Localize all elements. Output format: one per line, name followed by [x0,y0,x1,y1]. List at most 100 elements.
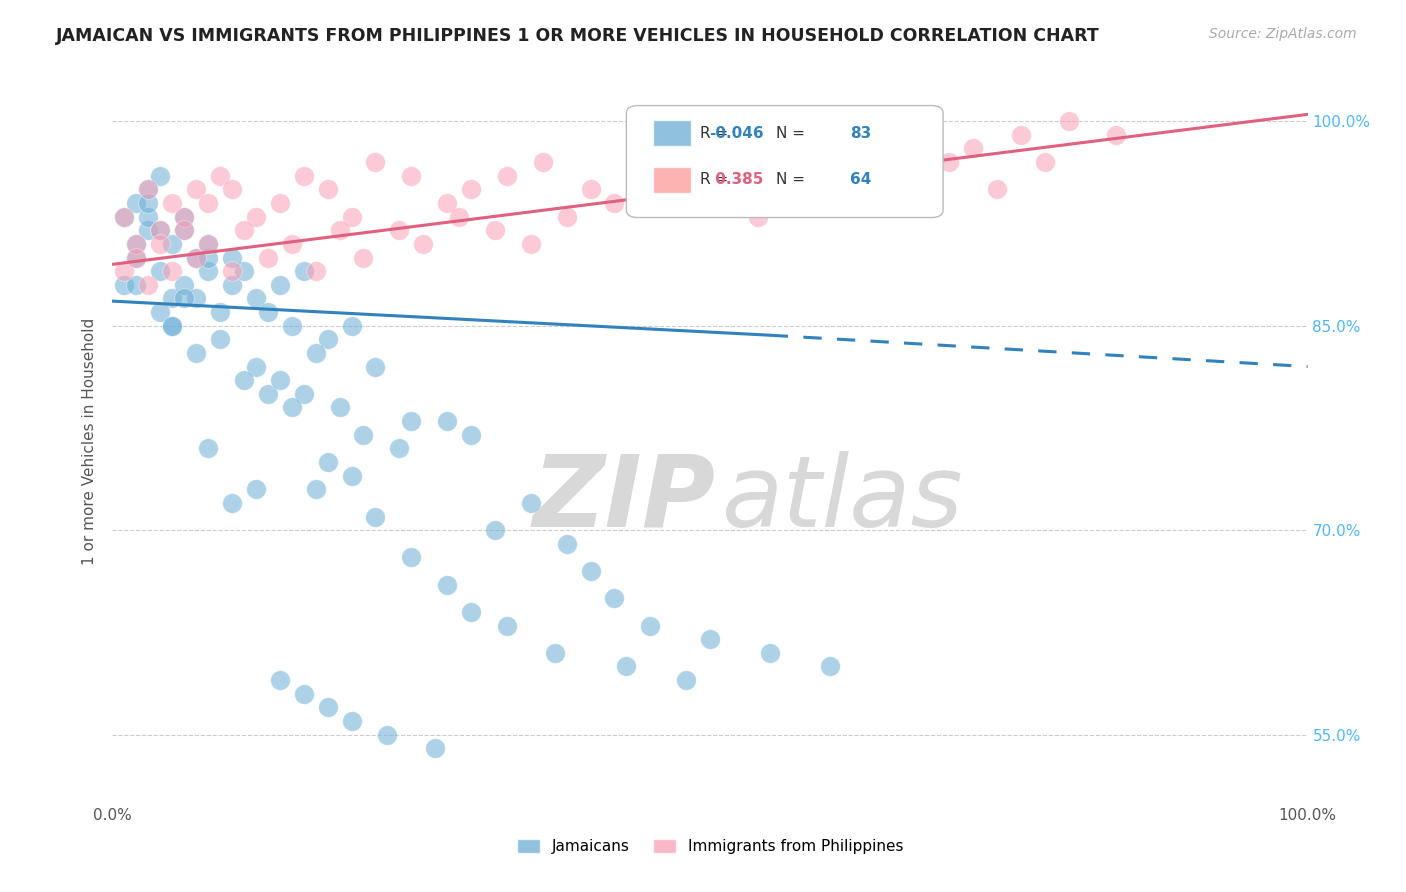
Point [292,687,315,701]
Point [436,414,458,428]
Point [364,155,387,169]
Point [1033,155,1056,169]
Point [257,305,280,319]
Point [316,182,339,196]
Point [149,236,172,251]
Point [723,155,745,169]
Point [292,387,315,401]
Point [794,182,817,196]
Text: ZIP: ZIP [533,450,716,548]
Point [281,318,304,333]
Point [233,264,256,278]
Point [114,210,135,224]
Point [352,251,374,265]
Point [233,223,256,237]
Point [352,427,374,442]
Point [149,305,172,319]
Point [149,223,172,237]
Point [138,182,160,196]
Point [209,305,232,319]
Point [627,169,650,183]
Point [138,196,160,211]
Point [138,210,160,224]
Point [269,373,291,387]
Point [699,632,721,647]
Point [125,196,148,211]
Point [125,236,148,251]
Point [388,223,411,237]
Point [962,141,984,155]
Point [114,264,135,278]
Point [340,318,363,333]
Point [543,646,565,660]
Point [616,659,638,673]
Point [162,196,183,211]
Point [149,264,172,278]
Point [460,427,482,442]
Point [770,141,793,155]
Point [401,169,423,183]
Point [484,523,506,537]
Text: 83: 83 [851,126,872,141]
FancyBboxPatch shape [652,120,690,146]
Point [675,673,697,687]
Point [173,223,195,237]
Point [436,196,458,211]
Point [197,264,219,278]
Point [329,223,352,237]
Point [269,196,291,211]
Point [138,182,160,196]
Point [818,659,841,673]
Point [281,236,304,251]
Point [879,196,901,211]
Point [162,318,183,333]
Point [496,618,519,632]
Point [484,223,506,237]
Point [316,455,339,469]
Point [460,182,482,196]
Text: -0.046: -0.046 [709,126,763,141]
Y-axis label: 1 or more Vehicles in Household: 1 or more Vehicles in Household [82,318,97,566]
Point [162,264,183,278]
Point [186,251,208,265]
Point [173,210,195,224]
Text: 64: 64 [851,172,872,187]
Point [125,277,148,292]
Point [245,359,267,374]
Text: 0.385: 0.385 [710,172,763,187]
Point [699,169,721,183]
Point [1057,114,1080,128]
Point [520,236,543,251]
Point [866,141,889,155]
Text: R =: R = [700,126,734,141]
Point [447,210,470,224]
Point [221,496,243,510]
Point [149,223,172,237]
Legend: Jamaicans, Immigrants from Philippines: Jamaicans, Immigrants from Philippines [510,833,910,860]
Point [340,468,363,483]
Point [986,182,1008,196]
Point [186,182,208,196]
Text: JAMAICAN VS IMMIGRANTS FROM PHILIPPINES 1 OR MORE VEHICLES IN HOUSEHOLD CORRELAT: JAMAICAN VS IMMIGRANTS FROM PHILIPPINES … [56,27,1099,45]
Point [842,169,865,183]
Point [436,577,458,591]
Point [162,292,183,306]
Point [520,496,543,510]
Text: R =: R = [700,172,734,187]
Point [114,277,135,292]
Point [316,700,339,714]
Text: N =: N = [776,126,810,141]
Point [125,236,148,251]
Point [603,196,626,211]
Point [269,673,291,687]
Point [186,346,208,360]
Point [292,264,315,278]
Point [340,210,363,224]
Point [914,128,936,142]
Point [221,251,243,265]
Point [197,236,219,251]
Point [425,741,447,756]
Point [364,359,387,374]
Point [197,236,219,251]
Point [388,442,411,456]
